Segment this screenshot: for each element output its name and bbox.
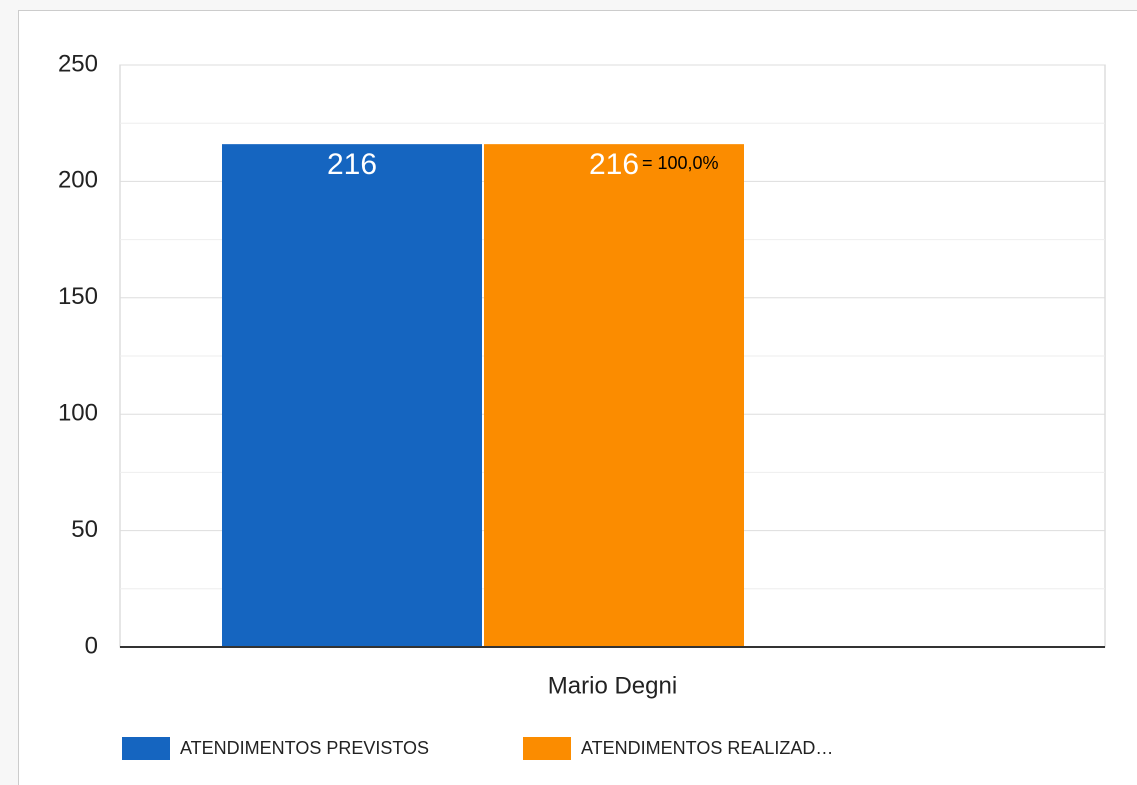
y-tick-label: 150 xyxy=(58,283,98,310)
x-tick-label: Mario Degni xyxy=(548,672,677,699)
y-tick-label: 250 xyxy=(58,50,98,77)
y-tick-label: 0 xyxy=(85,632,98,659)
value-label: 216 xyxy=(327,148,377,181)
y-tick-label: 100 xyxy=(58,400,98,427)
bar xyxy=(222,144,482,648)
value-label: 216 xyxy=(589,148,639,181)
bar xyxy=(484,144,744,648)
legend-label: ATENDIMENTOS PREVISTOS xyxy=(180,738,429,758)
annotation: = 100,0% xyxy=(642,153,719,173)
y-tick-label: 50 xyxy=(71,516,98,543)
legend-swatch xyxy=(122,737,170,760)
y-tick-label: 200 xyxy=(58,167,98,194)
legend-label: ATENDIMENTOS REALIZAD… xyxy=(581,738,833,758)
legend-swatch xyxy=(523,737,571,760)
